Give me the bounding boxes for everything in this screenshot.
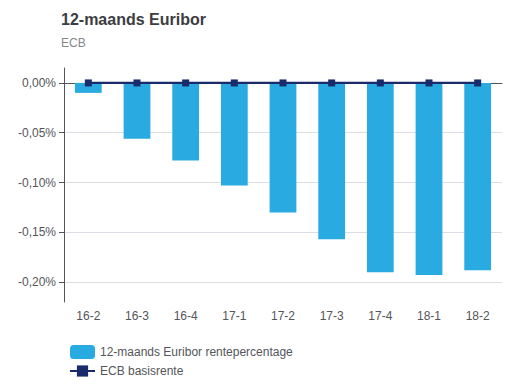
svg-text:ECB: ECB	[61, 36, 86, 50]
svg-text:17-4: 17-4	[368, 309, 392, 323]
svg-text:12-maands Euribor rentepercent: 12-maands Euribor rentepercentage	[100, 345, 293, 359]
svg-text:-0,20%: -0,20%	[18, 275, 56, 289]
svg-text:18-1: 18-1	[417, 309, 441, 323]
svg-text:16-2: 16-2	[76, 309, 100, 323]
svg-text:-0,05%: -0,05%	[18, 126, 56, 140]
svg-text:ECB basisrente: ECB basisrente	[100, 364, 184, 378]
svg-text:-0,15%: -0,15%	[18, 225, 56, 239]
svg-text:-0,10%: -0,10%	[18, 176, 56, 190]
svg-text:12-maands Euribor: 12-maands Euribor	[61, 11, 206, 28]
svg-text:18-2: 18-2	[466, 309, 490, 323]
svg-text:17-2: 17-2	[271, 309, 295, 323]
svg-text:16-3: 16-3	[125, 309, 149, 323]
svg-text:16-4: 16-4	[174, 309, 198, 323]
svg-text:17-1: 17-1	[222, 309, 246, 323]
svg-text:0,00%: 0,00%	[22, 76, 56, 90]
svg-text:17-3: 17-3	[320, 309, 344, 323]
